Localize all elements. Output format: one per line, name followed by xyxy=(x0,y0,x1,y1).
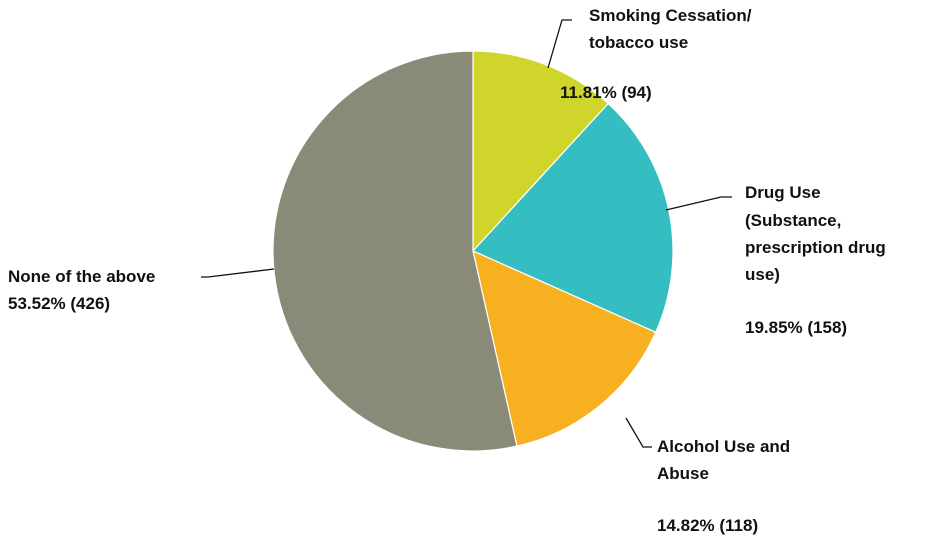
pie-slices xyxy=(272,50,674,452)
pie-slice-none xyxy=(272,50,518,452)
pie-slice-alcohol xyxy=(472,249,657,447)
slice-labels: Smoking Cessation/ tobacco use 11.81% (9… xyxy=(8,6,886,535)
pie-slice-drug xyxy=(471,102,674,334)
slice-label-drug-line-4: use) xyxy=(745,265,780,284)
slice-label-alcohol-line-2: Abuse xyxy=(657,464,709,483)
slice-value-drug: 19.85% (158) xyxy=(745,318,847,337)
slice-label-alcohol-line-1: Alcohol Use and xyxy=(657,437,790,456)
pie-slice-smoking xyxy=(472,50,610,253)
leader-lines xyxy=(201,19,732,448)
slice-label-smoking-line-2: tobacco use xyxy=(589,33,688,52)
leader-line-alcohol xyxy=(625,417,652,448)
slice-label-smoking-line-1: Smoking Cessation/ xyxy=(589,6,752,25)
leader-line-smoking xyxy=(547,19,572,69)
slice-value-smoking: 11.81% (94) xyxy=(560,83,652,102)
leader-line-drug xyxy=(665,196,732,211)
slice-label-drug-line-3: prescription drug xyxy=(745,238,886,257)
slice-label-drug-line-1: Drug Use xyxy=(745,183,821,202)
slice-value-none: 53.52% (426) xyxy=(8,294,110,313)
slice-label-none-line-1: None of the above xyxy=(8,267,155,286)
slice-label-drug-line-2: (Substance, xyxy=(745,211,841,230)
slice-value-alcohol: 14.82% (118) xyxy=(657,516,758,535)
leader-line-none xyxy=(201,268,275,278)
